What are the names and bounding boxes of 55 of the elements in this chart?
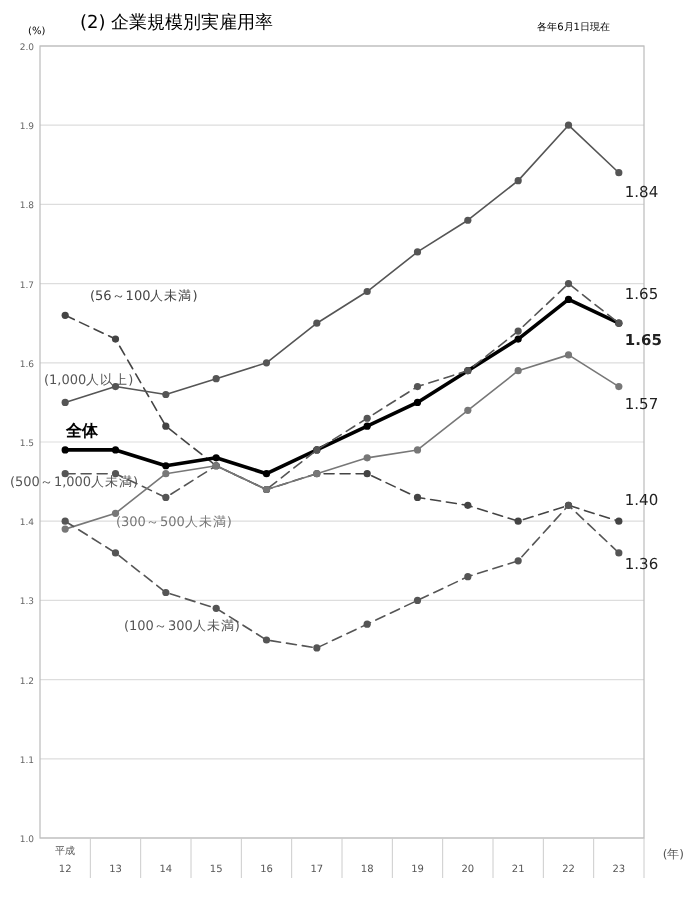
point	[162, 390, 170, 399]
point	[363, 287, 371, 296]
point	[111, 549, 120, 557]
point	[464, 501, 472, 509]
point	[162, 462, 170, 470]
point	[111, 446, 120, 454]
point	[615, 169, 623, 177]
point	[162, 588, 170, 597]
point	[363, 470, 371, 478]
point	[313, 644, 321, 652]
point	[162, 470, 170, 478]
point	[464, 573, 472, 581]
point	[262, 359, 271, 367]
point	[111, 335, 120, 343]
point	[564, 121, 573, 129]
point	[413, 493, 422, 502]
point	[313, 319, 321, 327]
chart-title: (2) 企業規模別実雇用率	[80, 12, 274, 34]
point	[413, 596, 422, 604]
point	[464, 216, 472, 224]
point	[363, 620, 371, 628]
point	[564, 280, 573, 288]
point	[564, 351, 573, 359]
point	[212, 375, 220, 383]
point	[615, 549, 623, 557]
point	[262, 470, 271, 478]
point	[514, 327, 522, 335]
point	[61, 311, 69, 319]
point	[564, 295, 573, 304]
point	[615, 517, 623, 525]
point	[61, 517, 69, 525]
point	[514, 177, 522, 185]
point	[615, 382, 623, 391]
point	[464, 406, 472, 414]
point	[363, 422, 371, 430]
point	[514, 367, 522, 375]
point	[514, 517, 522, 525]
point	[262, 636, 271, 644]
point	[413, 446, 422, 454]
point	[111, 509, 120, 517]
point	[514, 557, 522, 565]
point	[162, 493, 170, 502]
point	[363, 454, 371, 462]
point	[61, 398, 69, 406]
point	[514, 335, 522, 343]
point	[61, 446, 69, 454]
point	[413, 382, 422, 391]
point	[212, 454, 220, 462]
point	[162, 422, 170, 430]
point	[413, 398, 422, 406]
point	[61, 525, 69, 533]
series-label: 全体	[64, 422, 100, 440]
point	[363, 414, 371, 422]
point	[413, 248, 422, 256]
point	[212, 604, 220, 612]
